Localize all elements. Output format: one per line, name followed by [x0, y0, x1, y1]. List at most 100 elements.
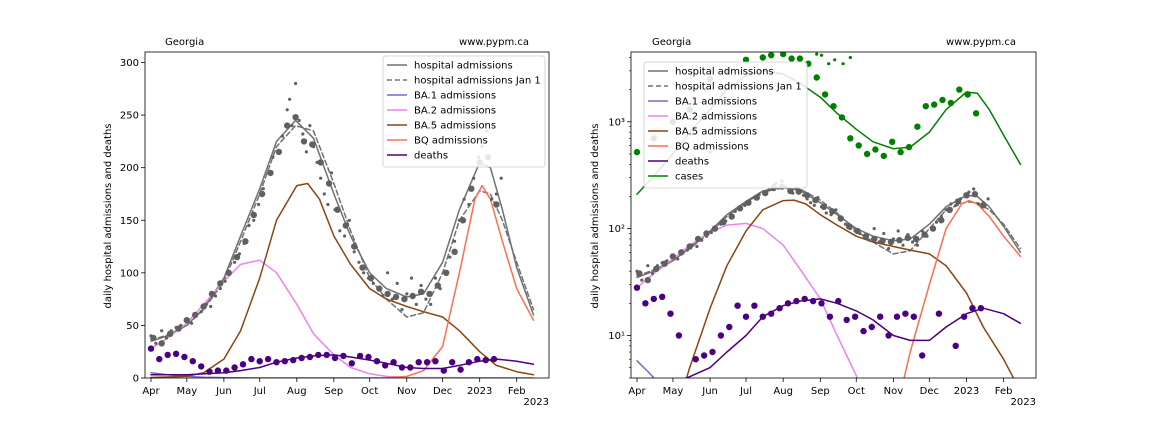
- data-point-deaths-data: [910, 313, 917, 320]
- data-point-cases-data: [889, 138, 896, 145]
- data-point-deaths-data: [214, 367, 222, 374]
- series-line-hospital-admissions-jan-1: [150, 124, 535, 341]
- legend-label-ba-1-admissions: BA.1 admissions: [675, 97, 757, 108]
- data-point-hospital-admissions-data: [271, 155, 275, 159]
- panel-title-right: www.pypm.ca: [946, 37, 1016, 48]
- data-point-deaths-data: [315, 351, 322, 359]
- data-point-hospital-admissions-data: [676, 257, 680, 261]
- data-point-hospital-admissions-weekly: [904, 234, 911, 241]
- x-tick-label: 2023: [467, 386, 492, 397]
- data-point-hospital-admissions-weekly: [669, 253, 677, 260]
- data-point-deaths-data: [440, 367, 447, 374]
- x-tick-label: Oct: [848, 386, 865, 397]
- legend-label-deaths: deaths: [675, 157, 709, 168]
- data-point-deaths-data: [382, 362, 389, 369]
- data-point-cases-data: [872, 146, 879, 153]
- data-point-hospital-admissions-data: [343, 234, 347, 238]
- data-point-hospital-admissions-data: [294, 81, 298, 86]
- data-point-hospital-admissions-weekly: [417, 288, 425, 295]
- data-point-hospital-admissions-weekly: [317, 159, 324, 166]
- data-point-deaths-data: [818, 300, 825, 307]
- data-point-hospital-admissions-weekly: [493, 201, 500, 208]
- data-point-hospital-admissions-data: [494, 192, 498, 196]
- data-point-cases-data: [922, 103, 929, 110]
- x-tick-label: Nov: [397, 386, 417, 397]
- data-point-deaths-data: [415, 359, 422, 366]
- data-point-deaths-data: [877, 313, 884, 320]
- data-point-hospital-admissions-data: [326, 202, 330, 207]
- x-tick-label: Sep: [324, 386, 343, 397]
- data-point-hospital-admissions-data: [223, 279, 227, 283]
- data-point-deaths-data: [323, 351, 330, 359]
- data-point-hospital-admissions-data: [154, 341, 158, 345]
- data-point-deaths-data: [340, 352, 347, 360]
- series-line-ba-5-admissions: [150, 182, 535, 378]
- x-tick-label: Aug: [773, 386, 793, 397]
- data-point-hospital-admissions-data: [824, 211, 828, 215]
- data-point-hospital-admissions-data: [257, 202, 261, 207]
- data-point-hospital-admissions-weekly: [183, 317, 190, 324]
- data-point-hospital-admissions-data: [490, 197, 494, 201]
- data-point-hospital-admissions-data: [812, 203, 816, 207]
- data-point-hospital-admissions-data: [896, 229, 900, 233]
- data-point-deaths-data: [650, 295, 657, 303]
- y-tick-label: 50: [126, 321, 139, 332]
- data-point-deaths-data: [952, 342, 959, 349]
- x-tick-label: May: [176, 386, 197, 397]
- data-point-deaths-data: [189, 358, 196, 365]
- data-point-hospital-admissions-data: [972, 187, 976, 191]
- data-point-hospital-admissions-data: [218, 287, 222, 291]
- data-point-hospital-admissions-weekly: [896, 237, 903, 244]
- data-point-deaths-data: [306, 353, 314, 361]
- series-line-ba-5-admissions: [685, 199, 1015, 378]
- data-point-deaths-data: [223, 367, 230, 374]
- data-point-hospital-admissions-data: [901, 243, 905, 247]
- data-point-hospital-admissions-data: [304, 150, 308, 154]
- data-point-cases-data: [863, 150, 871, 158]
- data-point-hospital-admissions-weekly: [258, 190, 266, 198]
- data-point-hospital-admissions-weekly: [359, 264, 366, 271]
- legend-label-ba-2-admissions: BA.2 admissions: [414, 106, 496, 117]
- panel-title-left: Georgia: [652, 37, 691, 48]
- data-point-hospital-admissions-data: [395, 281, 399, 285]
- data-point-hospital-admissions-weekly: [644, 276, 651, 284]
- y-tick-label: 250: [120, 111, 139, 122]
- data-point-hospital-admissions-data: [695, 244, 699, 249]
- x-tick-label: Aug: [287, 386, 307, 397]
- x-tick-label: Jul: [739, 386, 752, 397]
- data-point-hospital-admissions-data: [164, 336, 169, 340]
- data-point-deaths-data: [432, 358, 439, 365]
- chart-panel-log: Georgia www.pypm.ca daily hospital admis…: [590, 37, 1037, 408]
- series-line-bq-admissions: [903, 199, 1022, 378]
- data-point-hospital-admissions-weekly: [351, 243, 358, 250]
- data-point-hospital-admissions-weekly: [426, 290, 433, 298]
- data-point-deaths-data: [407, 364, 414, 371]
- data-point-hospital-admissions-weekly: [829, 208, 836, 215]
- data-point-hospital-admissions-data: [322, 192, 326, 196]
- x-tick-label: Apr: [142, 386, 160, 397]
- data-point-hospital-admissions-weekly: [946, 206, 953, 213]
- data-point-hospital-admissions-weekly: [929, 225, 937, 232]
- data-point-deaths-data: [860, 327, 867, 335]
- data-point-hospital-admissions-weekly: [871, 235, 878, 243]
- data-point-hospital-admissions-weekly: [275, 148, 283, 156]
- data-point-cases-daily: [833, 58, 837, 62]
- data-point-deaths-data: [373, 358, 381, 365]
- data-point-hospital-admissions-weekly: [384, 290, 391, 298]
- data-point-hospital-admissions-weekly: [980, 202, 987, 209]
- data-point-hospital-admissions-weekly: [434, 282, 441, 289]
- data-point-cases-daily: [848, 55, 852, 60]
- data-point-cases-data: [855, 142, 862, 149]
- data-point-hospital-admissions-data: [499, 176, 503, 180]
- x-tick-label: 2023: [954, 386, 979, 397]
- data-point-cases-data: [914, 123, 921, 130]
- y-tick-label: 300: [120, 58, 139, 69]
- data-point-hospital-admissions-data: [640, 278, 644, 282]
- data-point-hospital-admissions-data: [352, 250, 356, 254]
- x-tick-label: Feb: [995, 386, 1013, 397]
- data-point-deaths-data: [709, 348, 716, 356]
- data-point-deaths-data: [835, 297, 842, 305]
- data-point-deaths-data: [181, 353, 188, 361]
- data-point-hospital-admissions-data: [347, 218, 351, 222]
- data-point-hospital-admissions-weekly: [803, 192, 811, 199]
